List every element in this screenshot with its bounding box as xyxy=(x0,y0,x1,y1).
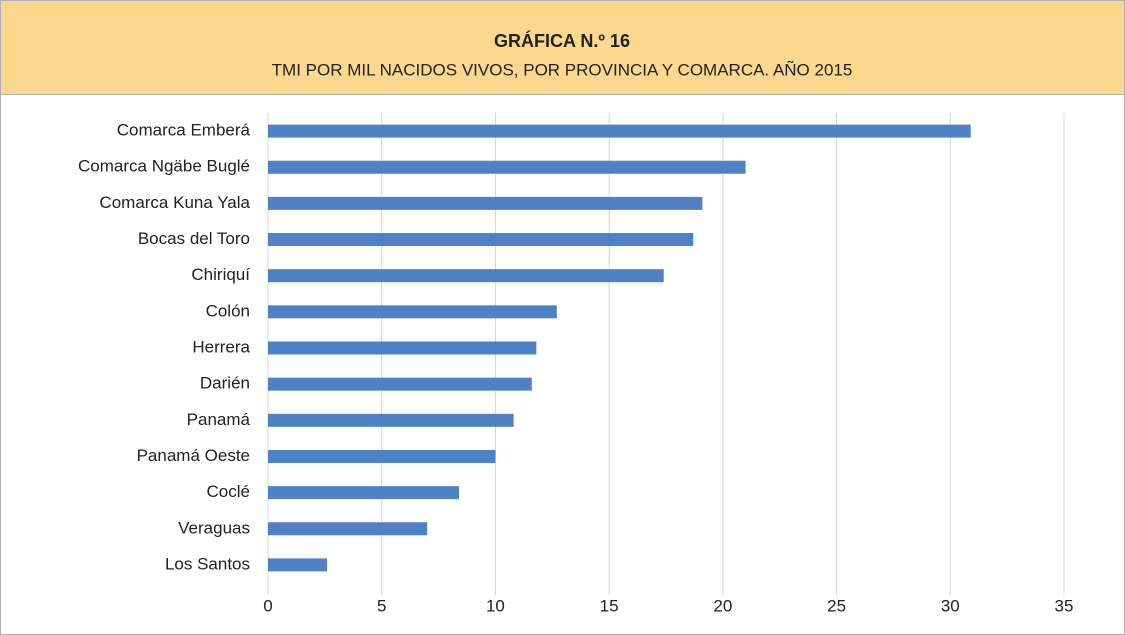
chart-title: GRÁFICA N.º 16 xyxy=(494,30,630,51)
bar xyxy=(268,377,532,391)
y-tick-label: Comarca Emberá xyxy=(117,121,251,140)
y-tick-label: Coclé xyxy=(207,482,250,501)
x-tick-label: 0 xyxy=(263,596,272,615)
x-tick-label: 30 xyxy=(941,596,960,615)
x-tick-label: 5 xyxy=(377,596,386,615)
x-tick-label: 35 xyxy=(1055,596,1074,615)
y-tick-label: Herrera xyxy=(192,337,250,356)
x-tick-label: 15 xyxy=(600,596,619,615)
chart-subtitle: TMI POR MIL NACIDOS VIVOS, POR PROVINCIA… xyxy=(272,60,853,79)
bar xyxy=(268,558,328,572)
y-tick-label: Panamá xyxy=(187,410,251,429)
y-tick-label: Chiriquí xyxy=(191,265,250,284)
y-tick-label: Comarca Ngäbe Buglé xyxy=(78,157,250,176)
bar xyxy=(268,124,971,138)
bar xyxy=(268,160,746,174)
bar xyxy=(268,449,496,463)
y-tick-label: Veraguas xyxy=(178,518,250,537)
bar xyxy=(268,233,694,247)
x-tick-label: 20 xyxy=(713,596,732,615)
x-tick-label: 25 xyxy=(827,596,846,615)
header xyxy=(0,0,1125,95)
bar xyxy=(268,305,557,319)
x-tick-label: 10 xyxy=(486,596,505,615)
y-tick-label: Comarca Kuna Yala xyxy=(99,193,250,212)
bar xyxy=(268,196,703,210)
bar xyxy=(268,413,514,427)
y-tick-label: Panamá Oeste xyxy=(137,446,250,465)
y-tick-label: Colón xyxy=(206,301,250,320)
bar xyxy=(268,269,664,283)
bar xyxy=(268,341,537,355)
y-tick-label: Bocas del Toro xyxy=(138,229,250,248)
bar xyxy=(268,486,460,500)
y-tick-label: Darién xyxy=(200,374,250,393)
y-tick-label: Los Santos xyxy=(165,554,250,573)
bar xyxy=(268,522,428,536)
